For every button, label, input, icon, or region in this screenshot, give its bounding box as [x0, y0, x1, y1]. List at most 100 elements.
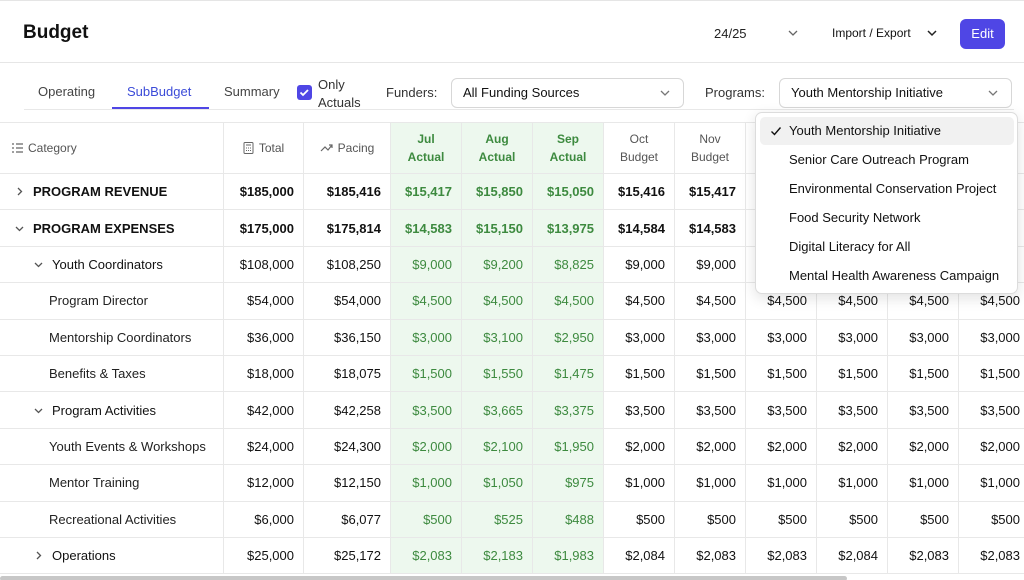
column-header-sep-actual[interactable]: Sep Actual [533, 123, 604, 173]
value-cell[interactable]: $6,000 [224, 501, 304, 537]
value-cell[interactable]: $175,000 [224, 210, 304, 246]
value-cell[interactable]: $4,500 [746, 283, 817, 319]
tab-subbudget[interactable]: SubBudget [127, 84, 192, 99]
value-cell[interactable]: $36,000 [224, 319, 304, 355]
value-cell[interactable]: $500 [817, 501, 888, 537]
programs-select[interactable]: Youth Mentorship Initiative [779, 78, 1012, 108]
value-cell[interactable]: $18,000 [224, 356, 304, 392]
tab-summary[interactable]: Summary [224, 84, 280, 99]
value-cell[interactable]: $24,000 [224, 428, 304, 465]
value-cell[interactable]: $1,500 [675, 356, 746, 392]
value-cell[interactable]: $500 [675, 501, 746, 537]
column-header-oct-budget[interactable]: Oct Budget [604, 123, 675, 173]
horizontal-scrollbar[interactable] [0, 576, 847, 580]
value-cell[interactable]: $36,150 [304, 319, 391, 355]
value-cell[interactable]: $18,075 [304, 356, 391, 392]
value-cell[interactable]: $42,000 [224, 392, 304, 428]
value-cell[interactable]: $2,084 [604, 538, 675, 574]
value-cell[interactable]: $1,000 [675, 465, 746, 501]
value-cell[interactable]: $15,417 [675, 174, 746, 210]
chevron-down-icon[interactable] [14, 223, 25, 234]
value-cell[interactable]: $2,000 [959, 429, 1024, 464]
value-cell[interactable]: $975 [533, 465, 604, 501]
chevron-down-icon[interactable] [33, 259, 44, 270]
chevron-down-icon[interactable] [787, 27, 799, 39]
value-cell[interactable]: $2,083 [675, 538, 746, 574]
value-cell[interactable]: $42,258 [304, 392, 391, 428]
value-cell[interactable]: $2,183 [462, 538, 533, 574]
value-cell[interactable]: $4,500 [675, 283, 746, 319]
value-cell[interactable]: $3,000 [746, 319, 817, 355]
value-cell[interactable]: $24,300 [304, 428, 391, 465]
value-cell[interactable]: $1,050 [462, 465, 533, 501]
funders-select[interactable]: All Funding Sources [451, 78, 684, 108]
value-cell[interactable]: $15,050 [533, 174, 604, 210]
value-cell[interactable]: $2,000 [391, 428, 462, 465]
value-cell[interactable]: $488 [533, 501, 604, 537]
dropdown-option[interactable]: Senior Care Outreach Program [760, 146, 1014, 174]
value-cell[interactable]: $14,583 [391, 210, 462, 246]
value-cell[interactable]: $2,083 [888, 538, 959, 574]
value-cell[interactable]: $4,500 [959, 283, 1024, 318]
value-cell[interactable]: $9,000 [675, 246, 746, 283]
value-cell[interactable]: $3,000 [675, 319, 746, 355]
value-cell[interactable]: $2,000 [888, 428, 959, 465]
value-cell[interactable]: $14,583 [675, 210, 746, 246]
value-cell[interactable]: $2,000 [604, 428, 675, 465]
value-cell[interactable]: $4,500 [604, 283, 675, 319]
value-cell[interactable]: $12,150 [304, 465, 391, 501]
value-cell[interactable]: $25,172 [304, 538, 391, 574]
value-cell[interactable]: $3,500 [817, 392, 888, 428]
value-cell[interactable]: $1,000 [817, 465, 888, 501]
column-header-jul-actual[interactable]: Jul Actual [391, 123, 462, 173]
value-cell[interactable]: $12,000 [224, 465, 304, 501]
value-cell[interactable]: $14,584 [604, 210, 675, 246]
value-cell[interactable]: $9,000 [391, 246, 462, 283]
value-cell[interactable]: $3,500 [675, 392, 746, 428]
value-cell[interactable]: $108,000 [224, 246, 304, 283]
value-cell[interactable]: $108,250 [304, 246, 391, 283]
value-cell[interactable]: $4,500 [462, 283, 533, 319]
value-cell[interactable]: $3,000 [391, 319, 462, 355]
value-cell[interactable]: $15,416 [604, 174, 675, 210]
value-cell[interactable]: $4,500 [817, 283, 888, 319]
value-cell[interactable]: $2,950 [533, 319, 604, 355]
table-row[interactable]: Program Director $54,000 $54,000 $4,500 $4,5… [0, 283, 1024, 320]
value-cell[interactable]: $1,000 [604, 465, 675, 501]
chevron-right-icon[interactable] [14, 186, 25, 197]
value-cell[interactable]: $2,084 [817, 538, 888, 574]
table-row[interactable]: Youth Events & Workshops $24,000 $24,300 $2… [0, 428, 1024, 466]
value-cell[interactable]: $500 [888, 501, 959, 537]
value-cell[interactable]: $1,000 [391, 465, 462, 501]
value-cell[interactable]: $185,000 [224, 174, 304, 210]
value-cell[interactable]: $3,000 [888, 319, 959, 355]
value-cell[interactable]: $3,500 [888, 392, 959, 428]
value-cell[interactable]: $1,983 [533, 538, 604, 574]
table-row[interactable]: Operations $25,000 $25,172 $2,083 $2,183 $1,9… [0, 538, 1024, 575]
table-row[interactable]: Recreational Activities $6,000 $6,077 $500 $… [0, 501, 1024, 538]
column-header-category[interactable]: Category [0, 123, 224, 173]
value-cell[interactable]: $1,475 [533, 356, 604, 392]
value-cell[interactable]: $15,417 [391, 174, 462, 210]
value-cell[interactable]: $1,500 [888, 356, 959, 392]
value-cell[interactable]: $3,100 [462, 319, 533, 355]
value-cell[interactable]: $15,150 [462, 210, 533, 246]
value-cell[interactable]: $2,083 [391, 538, 462, 574]
value-cell[interactable]: $500 [604, 501, 675, 537]
dropdown-option[interactable]: Mental Health Awareness Campaign [760, 262, 1014, 290]
value-cell[interactable]: $54,000 [224, 283, 304, 319]
chevron-down-icon[interactable] [926, 27, 938, 39]
dropdown-option[interactable]: Food Security Network [760, 204, 1014, 232]
value-cell[interactable]: $175,814 [304, 210, 391, 246]
value-cell[interactable]: $3,000 [604, 319, 675, 355]
value-cell[interactable]: $13,975 [533, 210, 604, 246]
edit-button[interactable]: Edit [960, 19, 1005, 49]
value-cell[interactable]: $6,077 [304, 501, 391, 537]
value-cell[interactable]: $1,550 [462, 356, 533, 392]
value-cell[interactable]: $4,500 [533, 283, 604, 319]
value-cell[interactable]: $185,416 [304, 174, 391, 210]
table-row[interactable]: Mentorship Coordinators $36,000 $36,150 $3,… [0, 319, 1024, 356]
value-cell[interactable]: $3,375 [533, 392, 604, 428]
value-cell[interactable]: $525 [462, 501, 533, 537]
value-cell[interactable]: $1,000 [888, 465, 959, 501]
